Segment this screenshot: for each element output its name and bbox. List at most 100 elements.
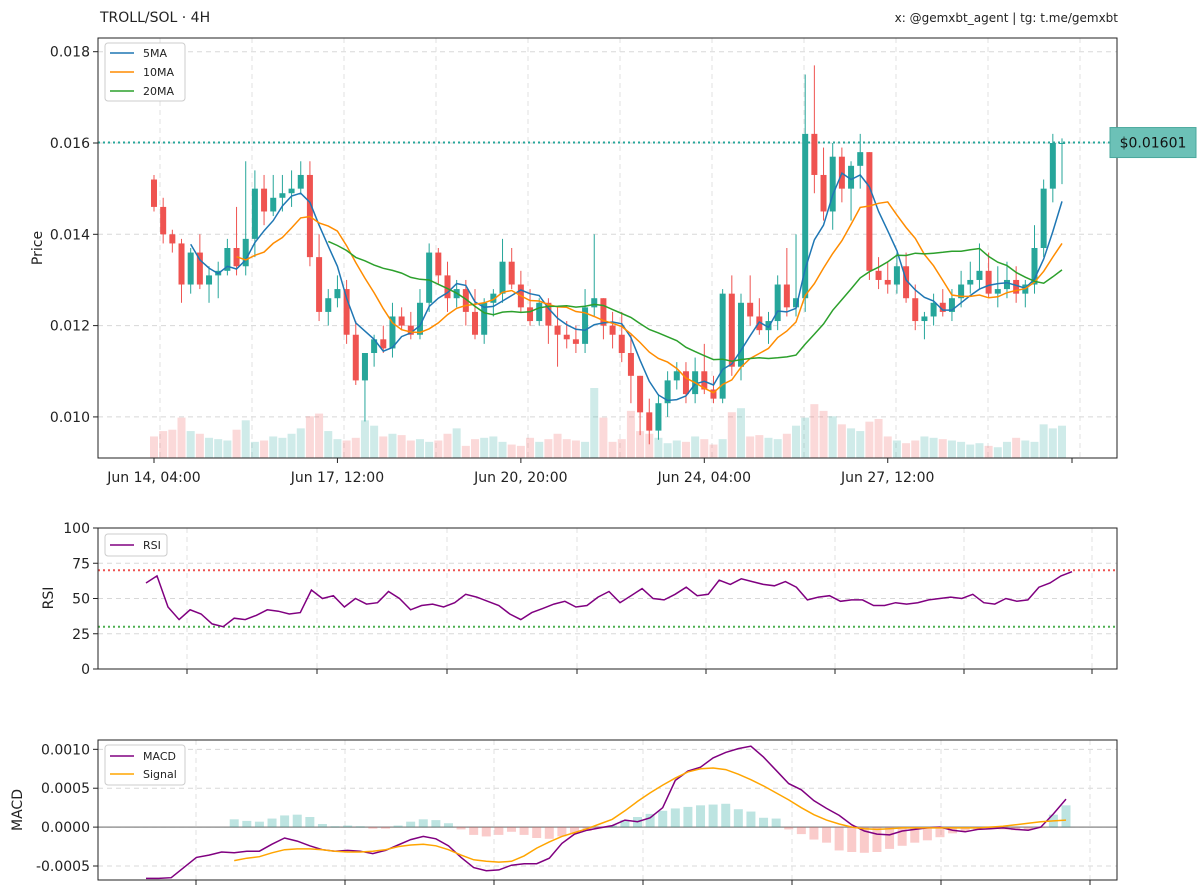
- candle-body: [747, 302, 754, 317]
- candle-body: [719, 293, 726, 399]
- candle-body: [242, 238, 249, 267]
- macd-histogram-bar: [746, 811, 756, 828]
- legend-label: MACD: [143, 750, 176, 763]
- candle-body: [169, 234, 176, 244]
- volume-bar: [415, 439, 424, 458]
- volume-bar: [1058, 425, 1066, 458]
- candle-body: [600, 298, 607, 326]
- macd-histogram-bar: [506, 827, 516, 832]
- macd-histogram-bar: [355, 826, 365, 828]
- rsi-ytick-label: 0: [81, 662, 90, 678]
- candle-body: [682, 371, 689, 395]
- ma20-line: [327, 240, 1063, 362]
- candle-body: [1013, 279, 1020, 294]
- candle-body: [591, 298, 598, 308]
- volume-bar: [370, 425, 379, 458]
- macd-histogram-bar: [431, 820, 441, 828]
- candle-body: [481, 302, 488, 335]
- macd-histogram-bar: [280, 815, 290, 828]
- macd-axis-label: MACD: [10, 789, 26, 831]
- macd-histogram-bar: [532, 827, 542, 838]
- candle-body: [793, 298, 800, 308]
- volume-bar: [498, 441, 507, 458]
- volume-bar: [150, 436, 158, 458]
- volume-bar: [1048, 428, 1057, 458]
- candle-body: [618, 334, 625, 353]
- volume-bar: [663, 443, 672, 458]
- candle-body: [756, 316, 763, 331]
- volume-bar: [507, 444, 516, 458]
- macd-histogram-bar: [796, 827, 806, 835]
- price-ytick-label: 0.014: [50, 227, 90, 243]
- price-plot-area: [98, 38, 1117, 458]
- macd-histogram-bar: [897, 827, 907, 846]
- candle-body: [673, 371, 680, 381]
- macd-histogram-bar: [292, 814, 302, 828]
- volume-bar: [333, 439, 342, 458]
- volume-bar: [837, 424, 846, 458]
- volume-bar: [957, 441, 966, 458]
- macd-histogram-bar: [443, 823, 453, 828]
- candle-body: [343, 289, 350, 335]
- candle-body: [279, 193, 286, 198]
- volume-bar: [1012, 437, 1021, 458]
- candle-body: [829, 156, 836, 212]
- candle-body: [490, 293, 497, 303]
- volume-bar: [856, 431, 865, 458]
- volume-bar: [736, 408, 745, 458]
- macd-histogram-bar: [872, 827, 882, 852]
- candle-body: [609, 325, 616, 335]
- macd-histogram-bar: [1023, 827, 1033, 831]
- volume-bar: [489, 436, 498, 458]
- candle-body: [939, 302, 946, 312]
- volume-bar: [177, 417, 186, 458]
- candle-body: [1049, 143, 1056, 189]
- macd-histogram-bar: [960, 827, 970, 831]
- volume-bar: [691, 436, 700, 458]
- candle-body: [160, 206, 167, 235]
- volume-bar: [452, 428, 461, 458]
- macd-ytick-label: -0.0005: [36, 859, 90, 875]
- legend-label: 20MA: [143, 85, 174, 98]
- candle-body: [737, 302, 744, 367]
- macd-histogram-bar: [317, 824, 327, 828]
- volume-bar: [379, 436, 388, 458]
- volume-bar: [636, 431, 645, 458]
- macd-histogram-bar: [343, 825, 353, 828]
- volume-bar: [892, 440, 901, 458]
- volume-bar: [205, 437, 214, 458]
- macd-histogram-bar: [267, 818, 277, 828]
- candle-body: [536, 302, 543, 322]
- macd-histogram-bar: [809, 827, 819, 840]
- rsi-panel: 0 25 50 75 100 RSI RSI: [41, 521, 1118, 678]
- macd-ytick-label: 0.0000: [41, 820, 90, 836]
- candle-body: [527, 307, 534, 322]
- macd-histogram-bar: [519, 827, 529, 835]
- volume-bar: [984, 445, 993, 458]
- candle-body: [1003, 279, 1010, 290]
- volume-bar: [159, 431, 168, 458]
- candle-body: [857, 152, 864, 166]
- candle-body: [270, 197, 277, 212]
- candle-body: [985, 270, 992, 294]
- volume-bar: [214, 439, 223, 458]
- macd-histogram-bar: [683, 806, 693, 828]
- candle-body: [352, 334, 359, 381]
- macd-legend: [104, 744, 186, 786]
- price-ytick-label: 0.012: [50, 319, 90, 335]
- candle-body: [361, 353, 368, 381]
- candle-body: [903, 266, 910, 299]
- macd-histogram-bar: [658, 810, 668, 828]
- macd-histogram-bar: [733, 809, 743, 828]
- candle-body: [765, 321, 772, 331]
- candle-body: [627, 353, 634, 376]
- volume-bar: [883, 436, 892, 458]
- volume-bar: [938, 439, 947, 458]
- candle-body: [912, 298, 919, 322]
- volume-bar: [801, 417, 810, 458]
- volume-bar: [590, 388, 599, 458]
- volume-bar: [278, 437, 287, 458]
- volume-bar: [920, 436, 929, 458]
- price-ytick-label: 0.016: [50, 136, 90, 152]
- volume-bar: [966, 444, 975, 458]
